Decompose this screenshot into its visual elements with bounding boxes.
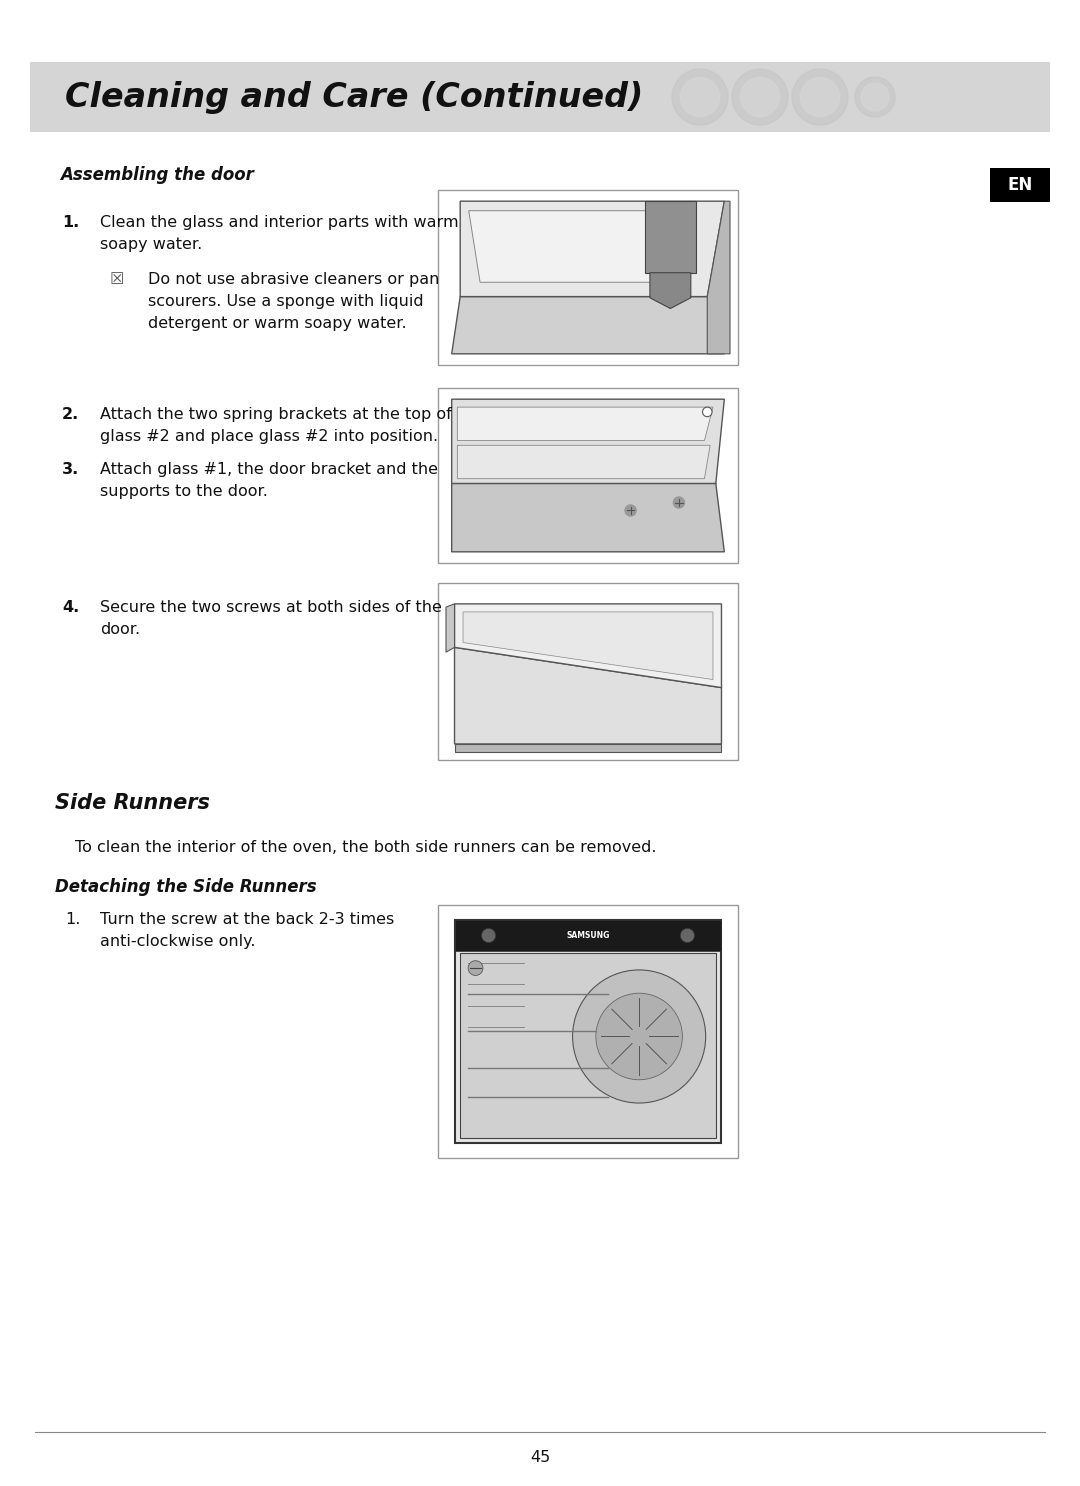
Text: 1.: 1. [65, 912, 80, 927]
Text: Secure the two screws at both sides of the
door.: Secure the two screws at both sides of t… [100, 600, 442, 637]
Circle shape [572, 970, 705, 1103]
Circle shape [672, 68, 728, 125]
Text: Do not use abrasive cleaners or pan
scourers. Use a sponge with liquid
detergent: Do not use abrasive cleaners or pan scou… [148, 272, 440, 331]
Polygon shape [457, 446, 711, 478]
Bar [438, 190, 738, 366]
Polygon shape [451, 483, 725, 551]
Bar [460, 954, 716, 1138]
Circle shape [855, 77, 895, 117]
Bar [30, 62, 1050, 132]
Circle shape [800, 77, 839, 116]
Polygon shape [707, 201, 730, 354]
Text: Turn the screw at the back 2-3 times
anti-clockwise only.: Turn the screw at the back 2-3 times ant… [100, 912, 394, 950]
Circle shape [680, 77, 719, 116]
Text: ☒: ☒ [110, 272, 124, 287]
Circle shape [680, 929, 694, 942]
Polygon shape [463, 612, 713, 679]
Polygon shape [455, 648, 721, 744]
Text: Assembling the door: Assembling the door [60, 166, 254, 184]
Bar [990, 168, 1050, 202]
Text: Cleaning and Care (Continued): Cleaning and Care (Continued) [65, 80, 644, 113]
Polygon shape [451, 297, 725, 354]
Polygon shape [460, 201, 725, 297]
Polygon shape [455, 603, 721, 688]
Bar [438, 905, 738, 1158]
Text: 45: 45 [530, 1450, 550, 1465]
Circle shape [792, 68, 848, 125]
Polygon shape [446, 603, 455, 652]
Polygon shape [457, 407, 713, 440]
Text: To clean the interior of the oven, the both side runners can be removed.: To clean the interior of the oven, the b… [75, 840, 657, 854]
Circle shape [596, 993, 683, 1080]
Text: Attach glass #1, the door bracket and the
supports to the door.: Attach glass #1, the door bracket and th… [100, 462, 438, 499]
Text: EN: EN [1008, 175, 1032, 195]
Polygon shape [451, 400, 725, 483]
Circle shape [673, 496, 685, 508]
Text: 2.: 2. [62, 407, 79, 422]
Bar [438, 583, 738, 759]
Polygon shape [455, 744, 721, 752]
Circle shape [741, 77, 780, 116]
Bar [455, 920, 721, 1143]
Text: 4.: 4. [62, 600, 79, 615]
Polygon shape [469, 211, 696, 282]
Bar [438, 388, 738, 563]
Circle shape [861, 83, 889, 111]
Text: 3.: 3. [62, 462, 79, 477]
Polygon shape [650, 273, 691, 309]
Circle shape [482, 929, 496, 942]
Bar [645, 201, 696, 273]
Circle shape [732, 68, 788, 125]
Circle shape [625, 505, 636, 516]
Text: SAMSUNG: SAMSUNG [566, 932, 610, 941]
Text: Clean the glass and interior parts with warm
soapy water.: Clean the glass and interior parts with … [100, 215, 459, 253]
Text: 1.: 1. [62, 215, 79, 230]
Circle shape [468, 960, 483, 975]
Text: Detaching the Side Runners: Detaching the Side Runners [55, 878, 316, 896]
Text: Attach the two spring brackets at the top of
glass #2 and place glass #2 into po: Attach the two spring brackets at the to… [100, 407, 451, 444]
Circle shape [702, 407, 712, 416]
Bar [455, 920, 721, 951]
Text: Side Runners: Side Runners [55, 794, 210, 813]
